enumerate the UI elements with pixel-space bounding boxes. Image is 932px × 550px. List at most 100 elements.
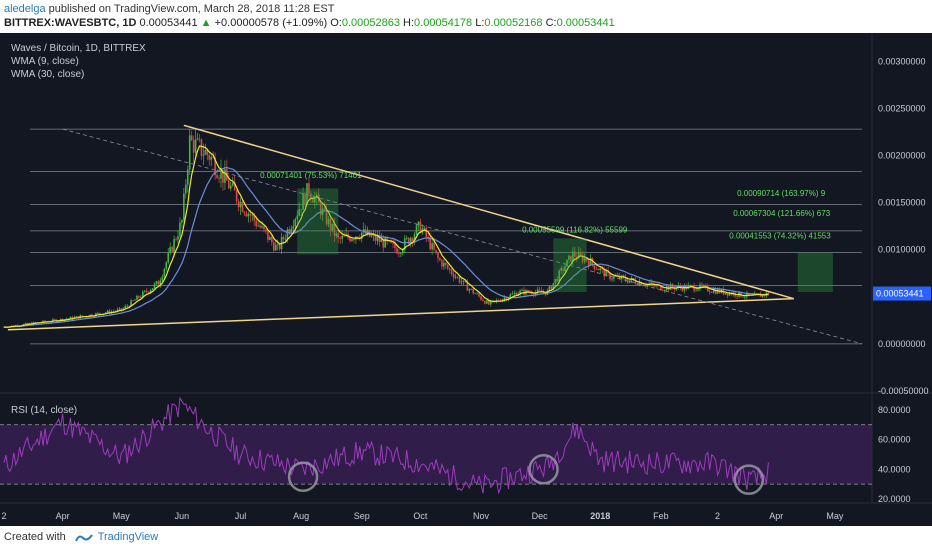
candle: [484, 300, 486, 304]
legend-title: Waves / Bitcoin, 1D, BITTREX: [11, 43, 146, 54]
candle: [181, 220, 183, 223]
candle: [44, 320, 46, 322]
candle: [24, 323, 27, 325]
candle: [157, 281, 160, 285]
candle: [239, 202, 242, 208]
projection-box: [297, 188, 339, 255]
candle: [536, 289, 539, 293]
candle: [71, 316, 74, 319]
candle: [222, 169, 224, 183]
candle: [378, 236, 381, 243]
rsi-tick-label: 60.0000: [878, 435, 911, 445]
candle: [306, 183, 308, 205]
candle: [206, 150, 209, 155]
candle: [52, 319, 54, 322]
candle: [196, 138, 199, 140]
candle: [108, 310, 111, 314]
candle: [714, 289, 717, 294]
time-tick-label: Jun: [175, 511, 190, 521]
candle: [255, 220, 257, 226]
time-tick-label: Dec: [532, 511, 549, 521]
candle: [767, 292, 770, 295]
candle: [374, 234, 377, 241]
author-link[interactable]: aledelga: [4, 3, 46, 15]
candle: [407, 237, 410, 244]
candle: [521, 289, 523, 291]
candle: [151, 288, 154, 291]
candle: [159, 280, 162, 285]
candle: [128, 305, 130, 307]
candle: [267, 231, 269, 241]
upper-trendline: [183, 124, 795, 300]
candle: [523, 289, 525, 295]
candle: [300, 209, 302, 211]
projection-box: [797, 252, 833, 293]
candle: [513, 292, 516, 294]
last-price-tag-label: 0.00053441: [876, 289, 924, 299]
rsi-tick-label: 20.0000: [878, 494, 911, 504]
candle: [276, 244, 279, 246]
candle: [194, 139, 197, 153]
candle: [251, 214, 254, 216]
candle: [708, 291, 711, 293]
candle: [118, 308, 121, 310]
candle: [192, 140, 195, 153]
price-tick-label: 0.00100000: [878, 245, 926, 255]
candle: [286, 229, 289, 239]
candle: [552, 283, 555, 290]
candle: [468, 289, 471, 291]
candle: [360, 232, 363, 239]
candle: [419, 221, 422, 233]
candle: [312, 198, 314, 203]
tradingview-link[interactable]: TradingView: [97, 531, 159, 543]
candle: [511, 293, 514, 295]
candle: [247, 213, 250, 217]
candle: [581, 254, 584, 262]
candle: [482, 299, 484, 301]
candle: [589, 258, 592, 266]
candle: [622, 275, 625, 278]
candle: [351, 239, 353, 242]
candle: [450, 269, 453, 275]
candle: [190, 135, 193, 141]
candle: [155, 281, 158, 284]
candle: [476, 293, 478, 295]
candle: [576, 256, 578, 259]
candle: [153, 283, 156, 289]
chart-area[interactable]: 0.00300000 0.00250000 0.00200000 0.00150000…: [0, 33, 932, 526]
candle: [216, 175, 218, 178]
candle: [497, 300, 500, 302]
candle: [34, 322, 37, 324]
rsi-tick-label: 80.0000: [878, 405, 911, 415]
candle: [570, 255, 572, 262]
candle: [624, 277, 627, 281]
candle: [396, 248, 398, 254]
candle: [314, 197, 316, 203]
candle: [304, 193, 306, 205]
candle: [689, 285, 691, 287]
candle: [339, 237, 342, 239]
ohlc-bar: BITTREX:WAVESBTC, 1D 0.00053441 ▲ +0.000…: [4, 17, 615, 29]
candle: [218, 177, 220, 179]
low-label: L:: [475, 17, 485, 29]
candle: [308, 183, 310, 194]
time-tick-label: May: [826, 511, 844, 521]
candle: [282, 237, 285, 240]
candle: [147, 291, 150, 293]
rsi-highlight-circle: [733, 464, 765, 495]
candle: [145, 290, 148, 292]
candle: [392, 242, 394, 244]
candle: [198, 138, 201, 140]
candle: [261, 226, 263, 228]
candle: [558, 270, 561, 282]
candle: [296, 215, 299, 220]
candle: [519, 290, 521, 294]
candle: [237, 201, 240, 208]
candle: [370, 235, 373, 237]
candle: [562, 268, 564, 272]
candle: [439, 258, 441, 261]
candle: [138, 295, 140, 298]
candle: [200, 139, 203, 156]
published-text: published on TradingView.com, March 28, …: [48, 3, 335, 15]
last-price-tag: [873, 286, 931, 301]
